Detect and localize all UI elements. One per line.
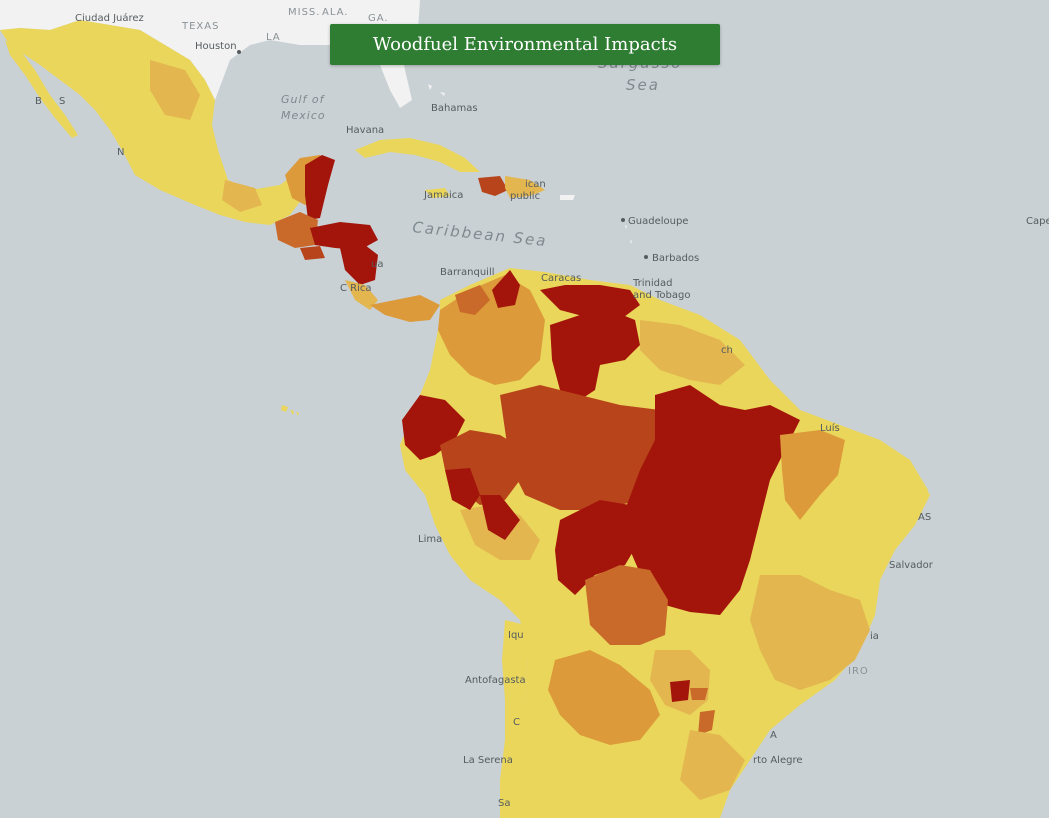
hispaniola-dr[interactable] (505, 176, 545, 198)
el-salvador[interactable] (300, 246, 325, 260)
label-ia: ia (870, 631, 879, 642)
label-ciudad-juarez: Ciudad Juárez (75, 12, 144, 24)
nicaragua[interactable] (340, 245, 378, 285)
cuba[interactable] (355, 138, 480, 172)
mato-grosso[interactable] (555, 500, 640, 595)
label-baja-s: S (59, 96, 65, 107)
label-barranquilla: Barranquill (440, 267, 495, 278)
costa-rica[interactable] (345, 280, 378, 310)
label-ala: ALA. (322, 7, 349, 18)
bolivia[interactable] (585, 565, 668, 645)
jamaica[interactable] (425, 188, 450, 198)
guadeloupe-dot (621, 218, 625, 222)
label-as: AS (918, 512, 931, 523)
guatemala[interactable] (275, 212, 318, 248)
label-costa-rica: C Rica (340, 283, 372, 294)
paraguay-high[interactable] (690, 688, 708, 700)
venezuela[interactable] (550, 310, 640, 400)
panama[interactable] (370, 295, 440, 322)
label-gulf-2: Mexico (281, 109, 326, 122)
north-argentina[interactable] (548, 650, 660, 745)
label-havana: Havana (346, 125, 384, 136)
barbados-dot (644, 255, 648, 259)
label-c: C (513, 717, 520, 728)
label-salvador: Salvador (889, 560, 934, 571)
label-gulf-1: Gulf of (281, 93, 326, 106)
label-iro: IRO (848, 666, 869, 677)
label-sargasso-2: Sea (626, 76, 660, 94)
guianas[interactable] (640, 320, 745, 385)
hispaniola-haiti[interactable] (478, 176, 508, 196)
label-la-serena: La Serena (463, 755, 513, 766)
colombia-red[interactable] (492, 270, 520, 308)
label-trinidad-1: Trinidad (632, 278, 672, 289)
honduras[interactable] (310, 222, 378, 250)
venezuela-coast[interactable] (540, 285, 640, 320)
label-a: A (770, 730, 777, 741)
label-porto-alegre: rto Alegre (753, 755, 803, 766)
usa-land (0, 0, 420, 108)
label-la: LA (266, 32, 281, 43)
mexico-region-a[interactable] (150, 60, 200, 120)
label-guadeloupe: Guadeloupe (628, 216, 688, 227)
label-sa: Sa (498, 798, 510, 809)
label-ch: ch (721, 345, 733, 356)
label-rep-1: ican (525, 179, 546, 190)
label-trinidad-2: and Tobago (633, 290, 690, 301)
baja-california[interactable] (5, 40, 78, 138)
label-sao-luis: Luís (820, 422, 840, 434)
label-houston: Houston (195, 41, 237, 52)
puerto-rico[interactable] (560, 195, 575, 200)
colombia-north[interactable] (455, 285, 490, 315)
label-cape: Cape (1026, 216, 1049, 227)
label-nicaragua: ua (371, 259, 383, 270)
maranhao[interactable] (780, 430, 845, 520)
yucatan-east[interactable] (305, 155, 335, 220)
chile[interactable] (500, 620, 528, 818)
label-caracas: Caracas (541, 273, 581, 284)
label-rep-2: public (510, 191, 540, 202)
mexico-region-b[interactable] (222, 180, 262, 212)
label-baja-b: B (35, 96, 42, 107)
peru-red-a[interactable] (445, 468, 480, 510)
label-antofagasta: Antofagasta (465, 675, 526, 686)
map-title: Woodfuel Environmental Impacts (330, 24, 720, 65)
ne-brazil[interactable] (820, 440, 928, 580)
para[interactable] (625, 385, 800, 615)
label-n: N (117, 147, 124, 158)
label-jamaica: Jamaica (423, 190, 463, 201)
label-ga: GA. (368, 13, 389, 24)
label-iqu: Iqu (508, 630, 524, 641)
houston-dot (237, 50, 241, 54)
galapagos (281, 405, 299, 416)
label-barbados: Barbados (652, 253, 699, 264)
mexico[interactable] (0, 20, 305, 225)
label-lima: Lima (418, 534, 442, 545)
bahamas-islands (428, 84, 445, 96)
peru-red-b[interactable] (480, 495, 520, 540)
central-brazil[interactable] (750, 575, 870, 690)
paraguay-red[interactable] (670, 680, 690, 702)
uruguay[interactable] (680, 730, 745, 800)
label-texas: TEXAS (181, 21, 219, 32)
label-bahamas: Bahamas (431, 103, 478, 114)
parana-high[interactable] (698, 710, 715, 735)
amazonas[interactable] (500, 385, 670, 510)
label-miss: MISS. (288, 7, 320, 18)
